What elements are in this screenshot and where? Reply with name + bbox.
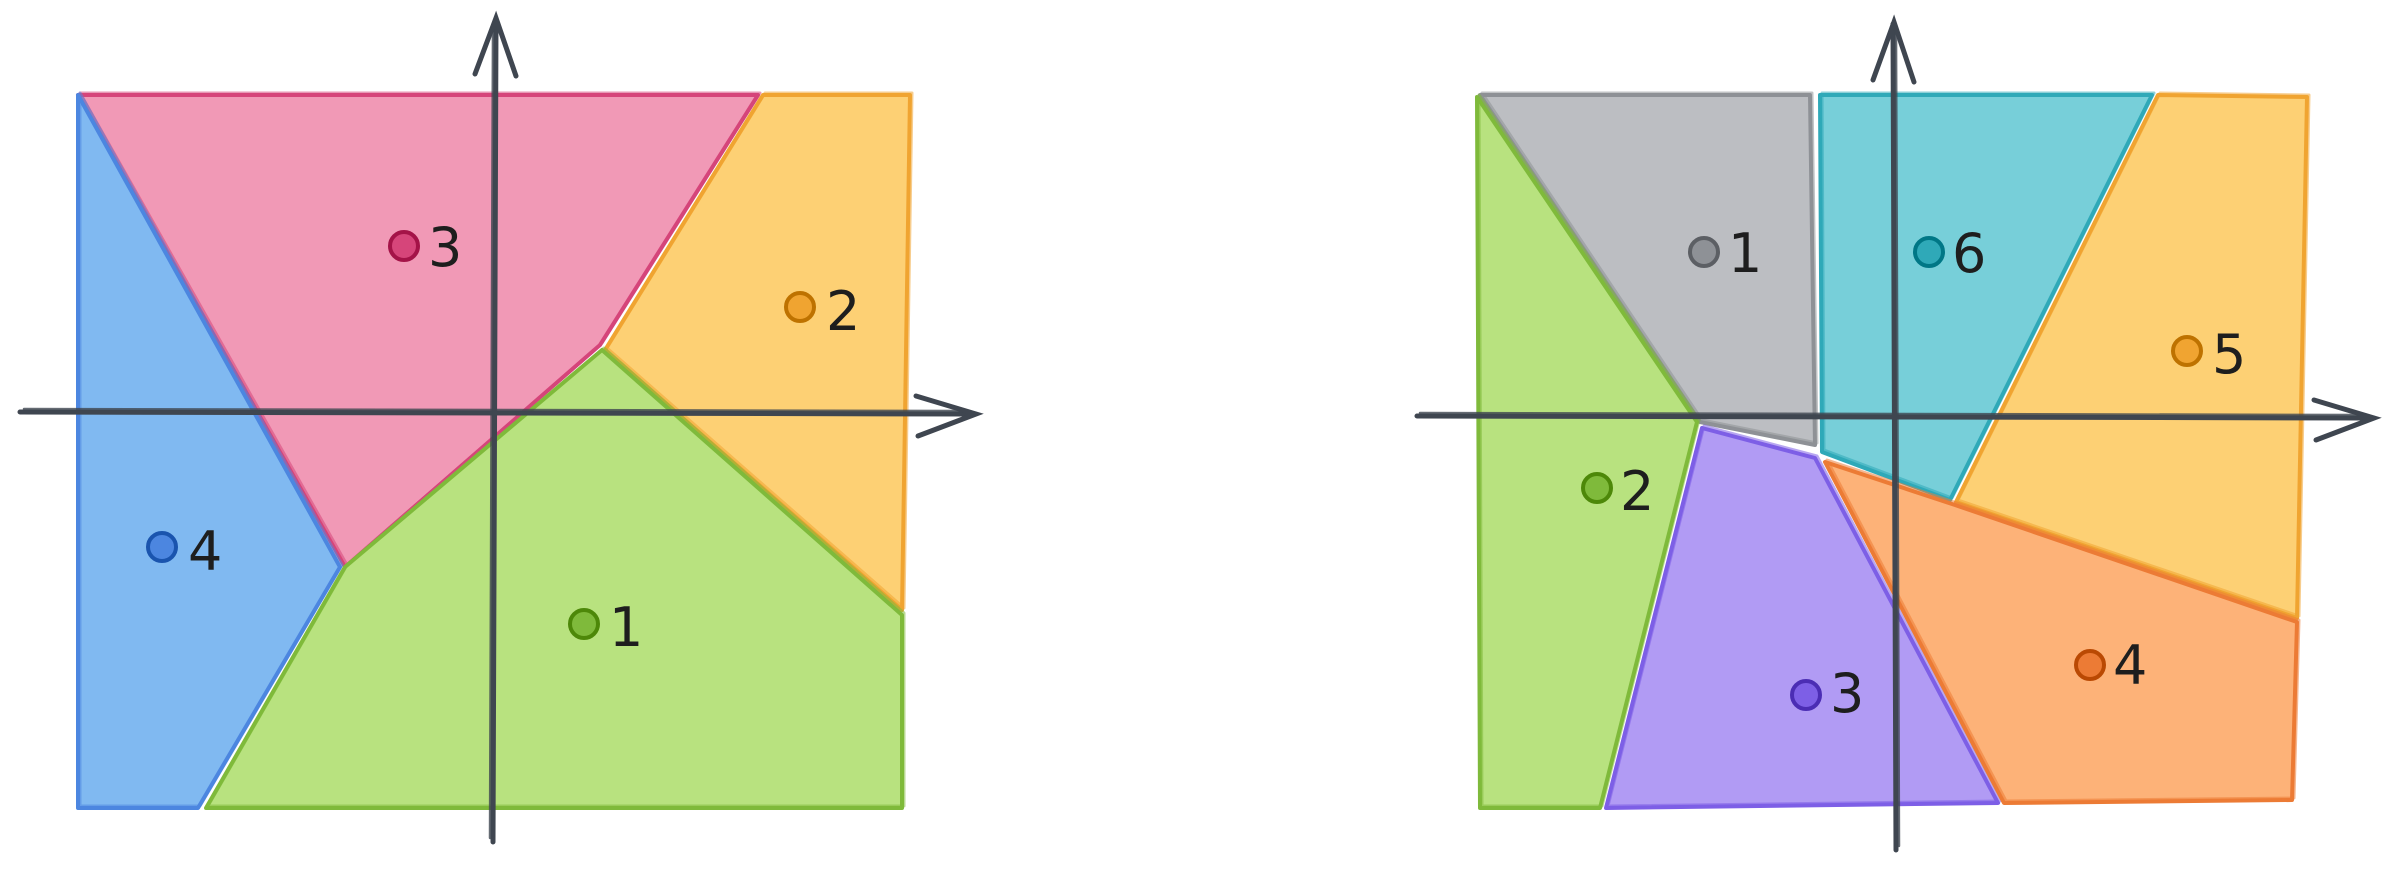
seed-label-right-4: 4 — [2113, 634, 2147, 697]
seed-label-right-2: 2 — [1620, 460, 1654, 523]
seed-left-1: 1 — [568, 596, 643, 659]
seed-right-5: 5 — [2171, 323, 2246, 386]
region-edge-right-6 — [1820, 91, 2156, 500]
seed-label-right-5: 5 — [2212, 323, 2246, 386]
seed-dot-right-1 — [1688, 236, 1720, 268]
seed-left-3: 3 — [388, 216, 462, 279]
seed-right-3: 3 — [1790, 662, 1864, 725]
region-edge-right-4 — [1825, 458, 2301, 803]
seed-dot-right-4 — [2074, 649, 2106, 681]
axes-left — [17, 10, 984, 845]
seed-right-4: 4 — [2074, 634, 2147, 697]
region-edge-left-1 — [206, 346, 906, 808]
seed-label-left-2: 2 — [826, 280, 860, 343]
seed-left-4: 4 — [146, 520, 222, 583]
seed-label-left-3: 3 — [428, 216, 462, 279]
region-edge-right-2 — [1477, 93, 1701, 808]
voronoi-diagram-right: 1 6 5 2 3 4 — [1414, 14, 2382, 853]
seed-dot-left-4 — [146, 531, 178, 563]
seed-dot-right-6 — [1913, 236, 1945, 268]
region-edge-right-1 — [1480, 91, 1819, 445]
seed-dot-left-2 — [784, 291, 816, 323]
region-edge-right-5 — [1956, 91, 2311, 618]
seed-dot-left-1 — [568, 608, 600, 640]
region-right-4 — [1823, 460, 2299, 805]
seed-label-right-3: 3 — [1830, 662, 1864, 725]
seed-left-2: 2 — [784, 280, 860, 343]
seed-right-1: 1 — [1688, 222, 1762, 285]
seed-label-left-1: 1 — [609, 596, 643, 659]
seed-label-right-6: 6 — [1952, 222, 1986, 285]
seed-dot-right-3 — [1790, 679, 1822, 711]
voronoi-diagram-left: 3 2 4 1 — [17, 10, 984, 845]
seed-dot-right-5 — [2171, 335, 2203, 367]
region-edge-right-3 — [1606, 424, 2002, 808]
seed-dot-right-2 — [1581, 472, 1613, 504]
seed-dot-left-3 — [388, 230, 420, 262]
seed-right-2: 2 — [1581, 460, 1654, 523]
region-right-2 — [1475, 95, 1699, 810]
region-edge-left-4 — [78, 91, 344, 808]
seed-label-left-4: 4 — [188, 520, 222, 583]
seed-label-right-1: 1 — [1728, 222, 1762, 285]
region-edge-left-2 — [605, 91, 914, 610]
axes-right — [1414, 14, 2382, 853]
seed-right-6: 6 — [1913, 222, 1986, 285]
region-edge-left-3 — [78, 91, 762, 567]
